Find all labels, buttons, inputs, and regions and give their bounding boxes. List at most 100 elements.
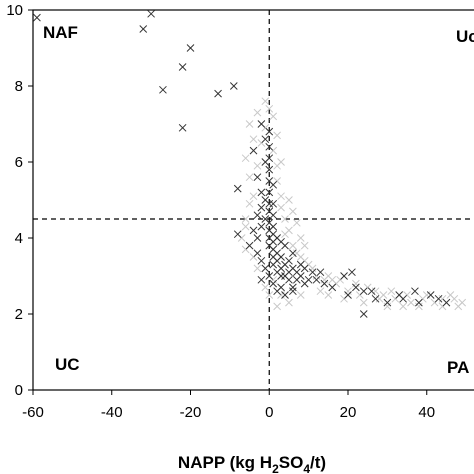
data-point-stroke — [300, 264, 309, 273]
data-point-stroke — [296, 234, 305, 242]
data-point-light — [245, 199, 254, 208]
data-point-stroke — [261, 196, 270, 204]
data-point-stroke — [407, 298, 415, 307]
data-point-stroke — [277, 203, 285, 212]
data-point-light — [261, 283, 270, 292]
data-point-stroke — [359, 298, 368, 307]
data-point-light — [277, 192, 285, 201]
data-point-dark — [296, 272, 305, 280]
data-point-light — [245, 173, 254, 182]
data-point-stroke — [328, 283, 337, 292]
data-point-stroke — [245, 241, 254, 250]
data-point-stroke — [277, 158, 285, 166]
data-point-light — [261, 97, 270, 106]
data-point-stroke — [269, 199, 278, 208]
data-point-stroke — [296, 272, 305, 280]
data-point-stroke — [277, 253, 285, 261]
data-point-light — [324, 291, 333, 299]
data-point-light — [245, 120, 254, 128]
data-point-dark — [281, 241, 289, 250]
data-point-dark — [312, 275, 321, 284]
x-axis-title: NAPP (kg H2SO4/t) — [178, 453, 326, 474]
data-point-stroke — [253, 211, 262, 220]
data-point-stroke — [261, 135, 270, 144]
data-point-stroke — [289, 207, 297, 216]
data-point-stroke — [261, 215, 270, 223]
data-point-stroke — [316, 268, 325, 277]
data-point-stroke — [273, 249, 281, 258]
data-point-stroke — [289, 241, 297, 250]
data-point-stroke — [415, 298, 423, 307]
data-point-stroke — [233, 184, 242, 193]
data-point-dark — [261, 135, 270, 144]
data-point-stroke — [446, 291, 455, 299]
data-point-light — [399, 302, 407, 311]
x-tick-label: 20 — [340, 404, 357, 421]
data-point-stroke — [277, 272, 285, 280]
data-point-stroke — [265, 199, 274, 208]
axis-layer: 0 2 4 6 8 10 -60 -40 -20 0 20 40 — [6, 2, 474, 421]
data-point-stroke — [265, 165, 274, 174]
data-point-light — [422, 291, 431, 299]
data-point-stroke — [359, 310, 368, 318]
data-point-light — [249, 135, 258, 144]
data-point-stroke — [241, 215, 250, 223]
data-point-light — [292, 218, 301, 227]
data-point-stroke — [257, 222, 266, 231]
data-point-stroke — [415, 302, 423, 311]
data-point-stroke — [249, 192, 258, 201]
data-point-stroke — [285, 298, 293, 307]
data-point-dark — [265, 127, 274, 136]
series-dark-points — [33, 9, 451, 318]
data-point-stroke — [245, 173, 254, 182]
data-point-stroke — [277, 237, 285, 246]
data-point-stroke — [308, 268, 317, 277]
data-point-stroke — [261, 283, 270, 292]
data-point-stroke — [367, 287, 376, 296]
data-point-dark — [320, 279, 329, 288]
data-point-light — [359, 298, 368, 307]
data-point-stroke — [273, 234, 281, 242]
data-point-light — [308, 264, 317, 273]
series-light-points — [237, 97, 467, 311]
data-point-stroke — [399, 302, 407, 311]
data-point-light — [454, 302, 463, 311]
data-point-dark — [257, 222, 266, 231]
data-point-dark — [289, 249, 297, 258]
data-point-stroke — [379, 291, 388, 299]
data-point-stroke — [253, 161, 262, 170]
data-point-stroke — [281, 291, 289, 299]
data-point-light — [253, 108, 262, 117]
data-point-dark — [245, 241, 254, 250]
data-point-stroke — [344, 287, 352, 296]
data-point-stroke — [233, 230, 242, 239]
data-point-stroke — [265, 104, 274, 113]
data-point-light — [285, 298, 293, 307]
data-point-dark — [352, 283, 360, 292]
data-point-stroke — [261, 97, 270, 106]
data-point-stroke — [387, 287, 396, 296]
data-point-dark — [359, 287, 368, 296]
data-point-stroke — [257, 188, 266, 197]
data-point-dark — [289, 287, 297, 296]
data-point-dark — [261, 264, 270, 273]
data-point-stroke — [320, 279, 329, 288]
data-point-stroke — [257, 275, 266, 284]
y-tick-label: 2 — [15, 306, 23, 323]
data-point-stroke — [273, 131, 281, 140]
data-point-stroke — [178, 63, 187, 71]
data-point-stroke — [186, 44, 195, 52]
data-point-light — [241, 154, 250, 163]
quadrant-label-uc: UC — [55, 355, 80, 374]
data-point-stroke — [147, 9, 155, 18]
data-point-dark — [265, 272, 274, 280]
data-point-dark — [229, 82, 238, 90]
data-point-dark — [411, 287, 419, 296]
data-point-light — [241, 222, 250, 231]
data-point-light — [415, 302, 423, 311]
data-point-light — [265, 104, 274, 113]
data-point-stroke — [383, 298, 392, 307]
data-point-stroke — [422, 291, 431, 299]
data-point-dark — [233, 184, 242, 193]
